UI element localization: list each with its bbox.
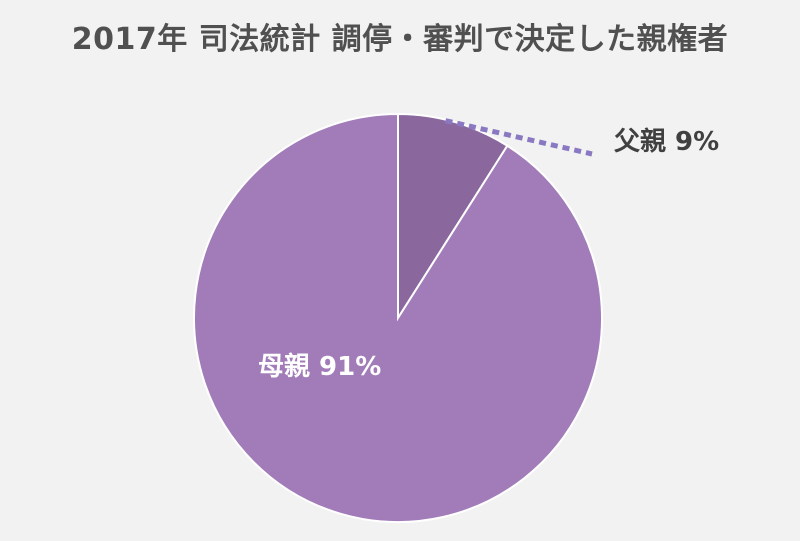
pie-slice-father [397, 112, 509, 322]
pie-slice-mother [193, 112, 603, 523]
slice-label-father: 父親 9% [614, 127, 719, 157]
slice-label-mother: 母親 91% [258, 352, 381, 382]
leader-line-father [444, 118, 593, 157]
chart-title: 2017年 司法統計 調停・審判で決定した親権者 [71, 22, 729, 57]
